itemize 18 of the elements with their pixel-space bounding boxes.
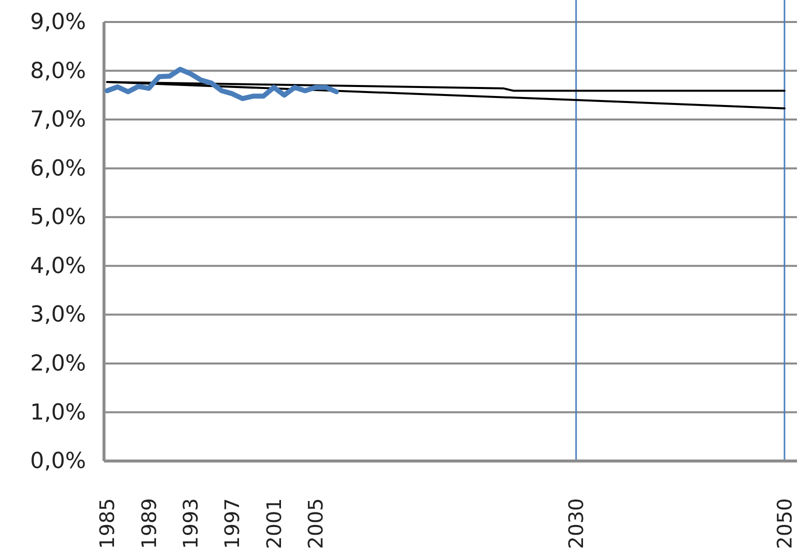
x-tick-label: 2030 [564,498,588,549]
x-tick-label: 1989 [136,498,161,549]
y-tick-label: 7,0% [30,108,86,133]
y-tick-label: 9,0% [30,10,86,36]
y-tick-label: 5,0% [30,205,86,230]
y-tick-label: 2,0% [30,351,86,376]
y-tick-label: 3,0% [30,302,86,328]
x-tick-label: 2005 [304,498,328,549]
x-tick-label: 1997 [220,498,244,549]
y-tick-label: 6,0% [30,156,86,182]
x-tick-label: 2050 [772,498,796,549]
y-tick-label: 4,0% [30,254,86,279]
x-tick-label: 1993 [178,498,202,549]
x-tick-label: 1985 [95,498,120,549]
y-tick-label: 0,0% [30,449,86,474]
y-tick-label: 1,0% [30,400,86,426]
y-tick-label: 8,0% [30,58,86,84]
x-tick-label: 2001 [262,498,286,549]
